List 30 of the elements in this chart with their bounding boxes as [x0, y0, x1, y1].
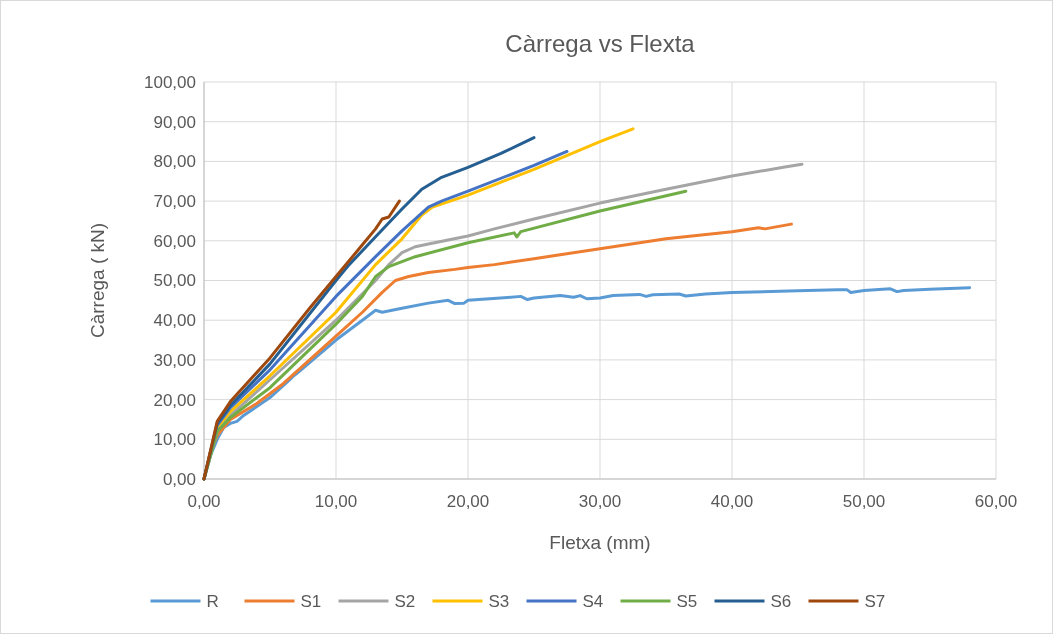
legend-label: S2 — [394, 591, 416, 611]
y-tick-label: 80,00 — [153, 152, 196, 172]
x-tick-label: 10,00 — [314, 492, 358, 511]
y-tick-label: 70,00 — [153, 192, 196, 212]
y-tick-label: 0,00 — [162, 469, 196, 489]
x-tick-label: 40,00 — [710, 492, 754, 511]
legend-label: S5 — [676, 591, 698, 611]
chart-title: Càrrega vs Flexta — [505, 30, 696, 57]
x-axis-title: Fletxa (mm) — [549, 532, 651, 553]
x-tick-label: 0,00 — [187, 492, 221, 511]
y-tick-label: 60,00 — [153, 231, 196, 251]
x-tick-label: 50,00 — [842, 492, 886, 511]
y-tick-label: 10,00 — [153, 430, 196, 450]
legend-label: S1 — [300, 591, 322, 611]
legend-label: R — [206, 591, 219, 611]
y-tick-label: 20,00 — [153, 390, 196, 410]
legend-label: S4 — [582, 591, 604, 611]
y-axis-title: Càrrega ( kN) — [87, 222, 108, 339]
y-tick-label: 100,00 — [144, 72, 196, 92]
line-series — [202, 199, 401, 481]
y-tick-label: 30,00 — [153, 350, 196, 370]
y-tick-label: 50,00 — [153, 271, 196, 291]
x-tick-label: 30,00 — [578, 492, 622, 511]
legend-label: S6 — [770, 591, 792, 611]
legend-label: S7 — [864, 591, 886, 611]
y-tick-label: 40,00 — [153, 311, 196, 331]
x-tick-label: 60,00 — [974, 492, 1018, 511]
y-tick-label: 90,00 — [153, 112, 196, 132]
x-tick-label: 20,00 — [446, 492, 490, 511]
legend-label: S3 — [488, 591, 510, 611]
